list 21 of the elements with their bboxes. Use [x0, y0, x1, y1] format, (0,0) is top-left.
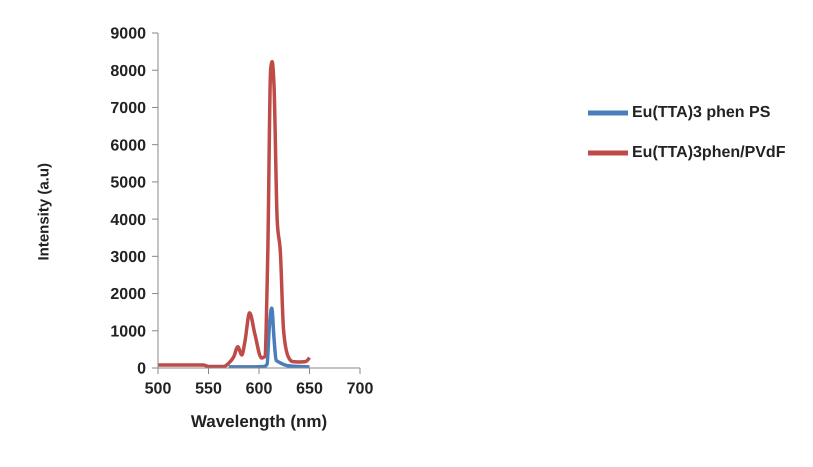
- y-tick-label: 9000: [110, 26, 146, 43]
- x-tick-label: 700: [346, 380, 374, 398]
- line-series: [158, 60, 312, 368]
- x-axis-title: Wavelength (nm): [190, 412, 328, 431]
- y-tick-label: 7000: [110, 100, 146, 118]
- x-tick-label: 650: [296, 380, 323, 398]
- x-tick-label: 600: [246, 380, 272, 398]
- line-series: [226, 306, 312, 368]
- y-axis-title: Intensity (a.u): [35, 162, 52, 260]
- x-tick-label: 550: [195, 380, 222, 398]
- x-tick-label: 500: [144, 380, 172, 398]
- legend-label: Eu(TTA)3 phen PS: [632, 104, 770, 122]
- y-tick-label: 4000: [110, 212, 146, 229]
- y-tick-label: 5000: [110, 174, 146, 192]
- y-tick-label: 6000: [110, 137, 146, 154]
- y-tick-label: 2000: [110, 286, 146, 304]
- legend-label: Eu(TTA)3phen/PVdF: [632, 144, 786, 162]
- y-tick-label: 8000: [110, 62, 146, 80]
- y-tick-label: 1000: [110, 323, 146, 340]
- y-tick-label: 0: [137, 360, 146, 378]
- y-tick-label: 3000: [110, 249, 146, 266]
